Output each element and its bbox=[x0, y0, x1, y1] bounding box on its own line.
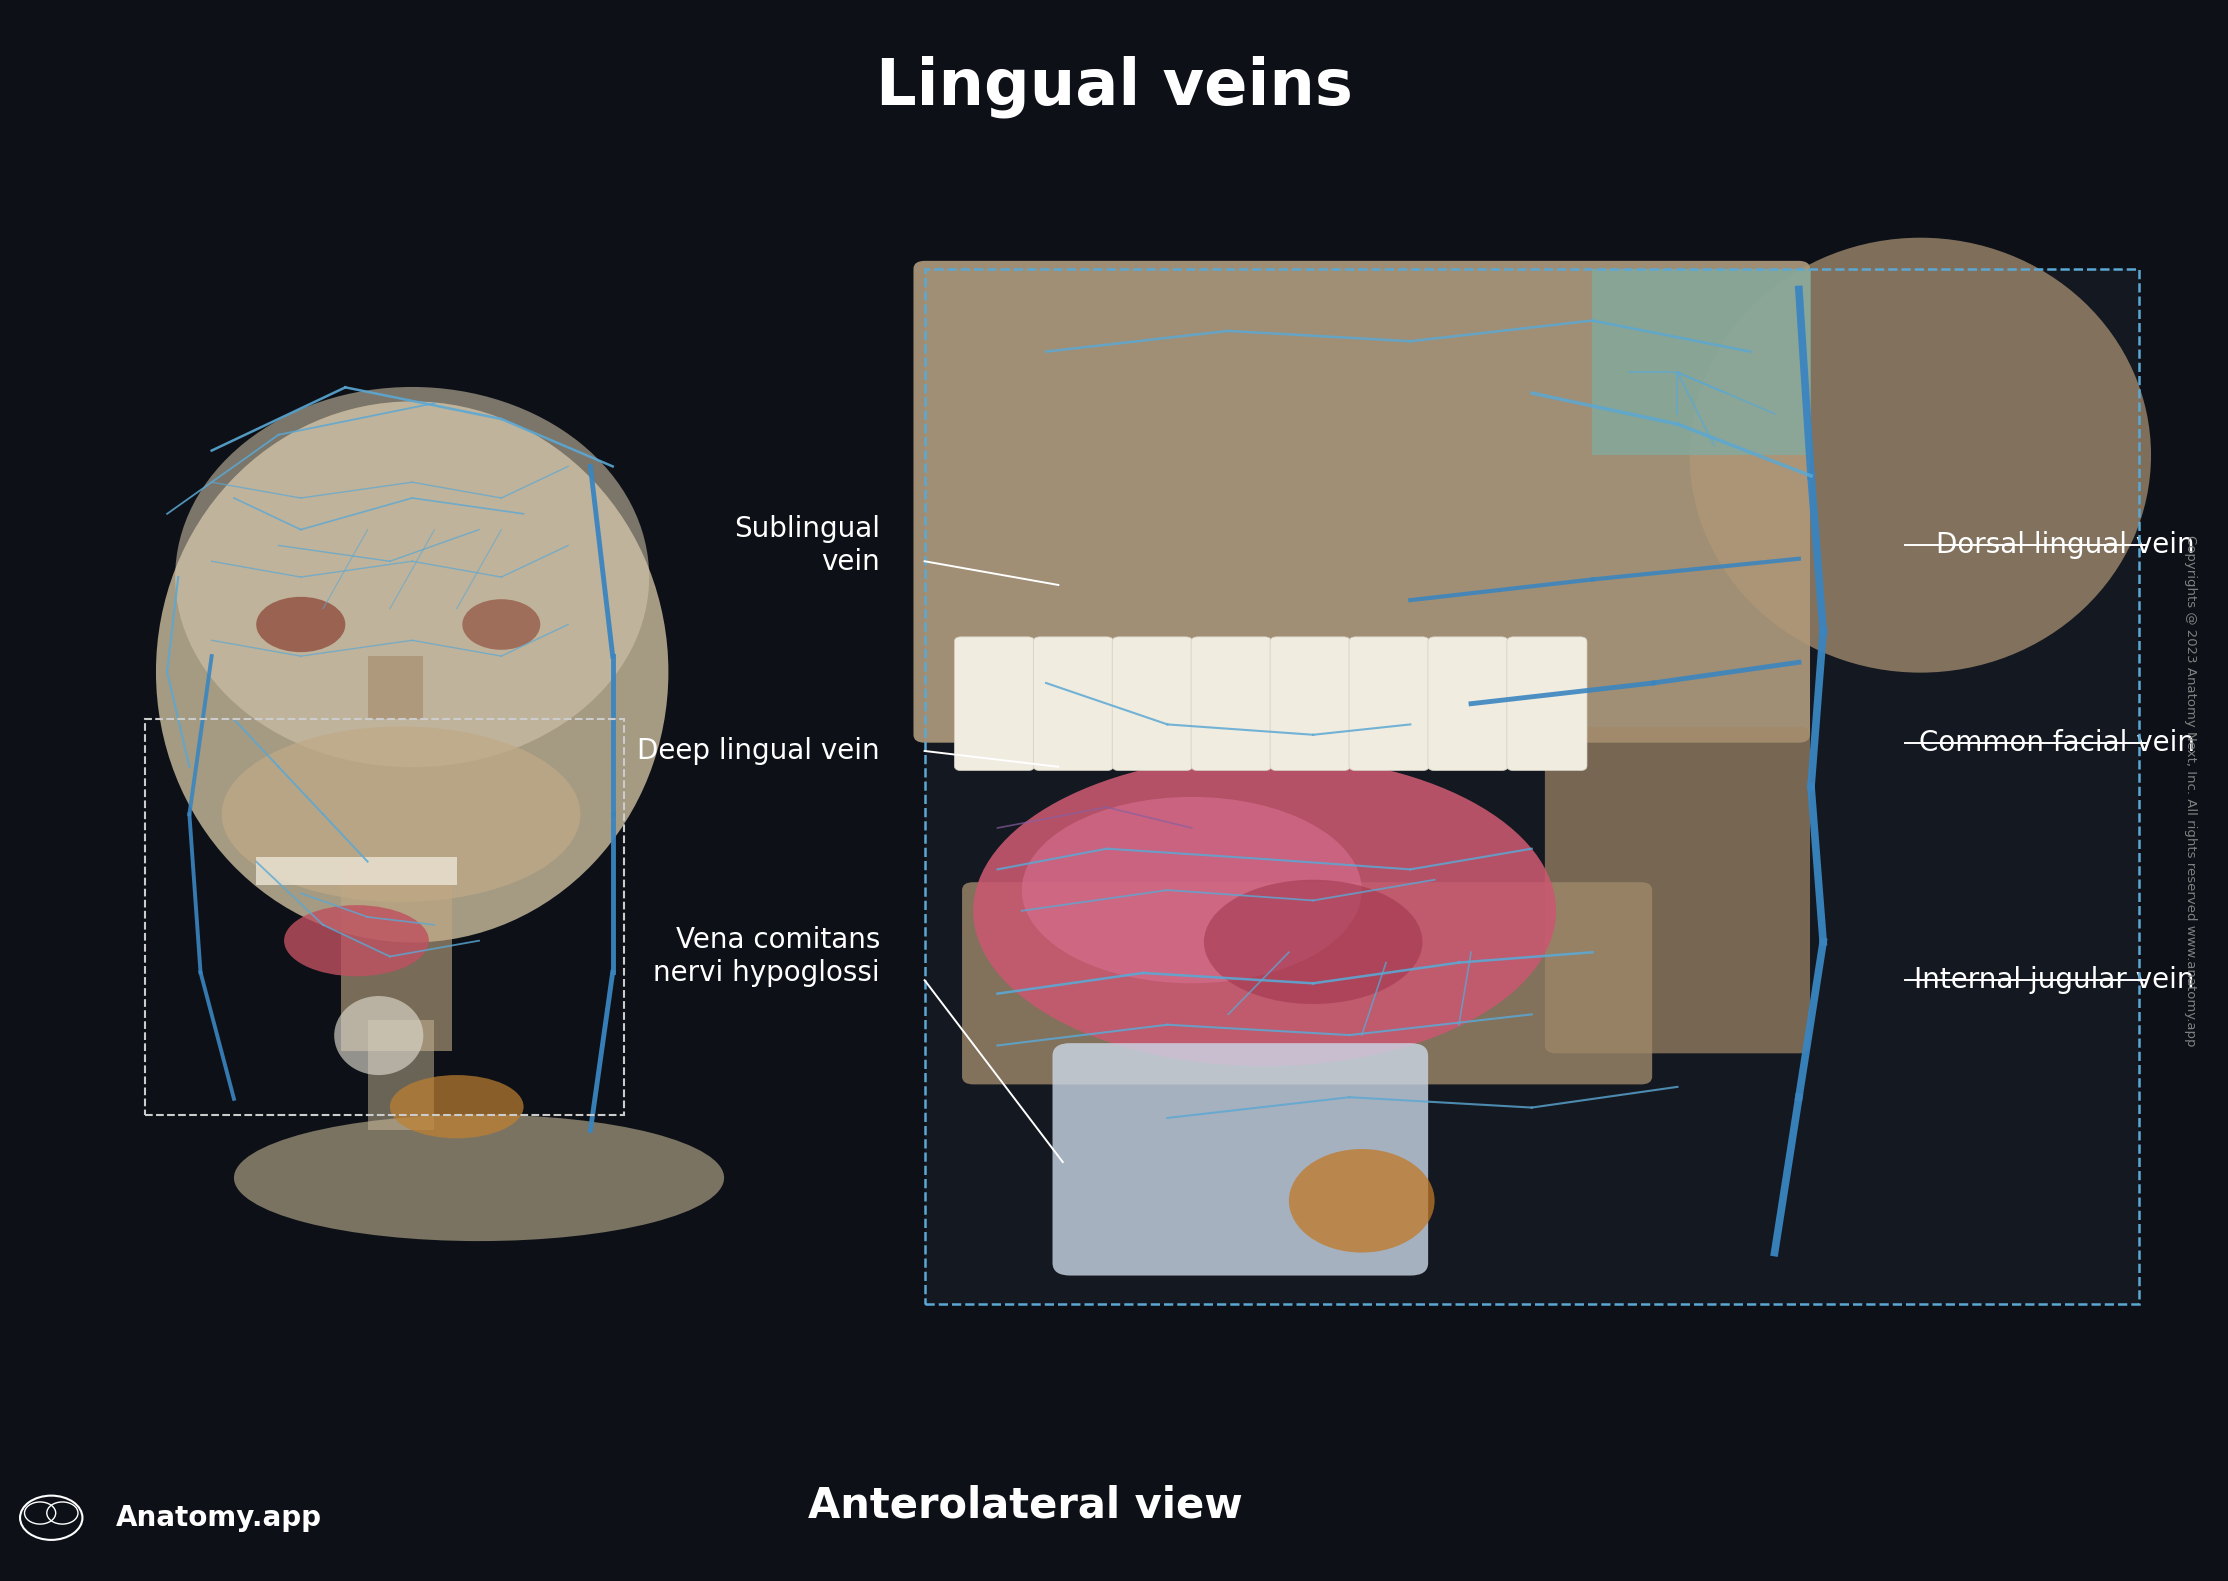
FancyBboxPatch shape bbox=[1112, 637, 1192, 770]
Text: Dorsal lingual vein: Dorsal lingual vein bbox=[1936, 531, 2195, 560]
FancyBboxPatch shape bbox=[1192, 637, 1272, 770]
Text: Common facial vein: Common facial vein bbox=[1918, 729, 2195, 757]
Ellipse shape bbox=[176, 387, 648, 767]
Bar bbox=[145, 719, 624, 1115]
FancyBboxPatch shape bbox=[1034, 637, 1114, 770]
Bar bbox=[1593, 269, 1811, 455]
Ellipse shape bbox=[390, 1075, 524, 1138]
FancyBboxPatch shape bbox=[954, 637, 1034, 770]
Ellipse shape bbox=[221, 726, 579, 901]
Bar bbox=[256, 857, 457, 885]
Ellipse shape bbox=[234, 1115, 724, 1241]
Text: Anterolateral view: Anterolateral view bbox=[807, 1485, 1243, 1526]
FancyBboxPatch shape bbox=[913, 261, 1809, 743]
Ellipse shape bbox=[256, 596, 345, 651]
Bar bbox=[925, 269, 2139, 1304]
FancyBboxPatch shape bbox=[1052, 1043, 1428, 1276]
Ellipse shape bbox=[974, 756, 1555, 1066]
Ellipse shape bbox=[1288, 1149, 1435, 1252]
FancyBboxPatch shape bbox=[1506, 637, 1586, 770]
Bar bbox=[368, 656, 423, 719]
Ellipse shape bbox=[1689, 237, 2150, 672]
Text: Internal jugular vein: Internal jugular vein bbox=[1914, 966, 2195, 994]
Ellipse shape bbox=[1023, 797, 1361, 983]
Ellipse shape bbox=[156, 402, 668, 942]
Ellipse shape bbox=[463, 599, 539, 650]
FancyBboxPatch shape bbox=[1544, 727, 1809, 1053]
Text: Anatomy.app: Anatomy.app bbox=[116, 1504, 321, 1532]
Text: Copyrights @ 2023 Anatomy Next, Inc. All rights reserved www.anatomy.app: Copyrights @ 2023 Anatomy Next, Inc. All… bbox=[2183, 534, 2197, 1047]
Text: Vena comitans
nervi hypoglossi: Vena comitans nervi hypoglossi bbox=[653, 926, 880, 987]
Bar bbox=[925, 269, 2139, 1304]
FancyBboxPatch shape bbox=[1348, 637, 1428, 770]
Bar bbox=[368, 1020, 434, 1130]
Text: Lingual veins: Lingual veins bbox=[876, 55, 1352, 119]
FancyBboxPatch shape bbox=[1270, 637, 1350, 770]
FancyBboxPatch shape bbox=[962, 882, 1653, 1085]
Ellipse shape bbox=[334, 996, 423, 1075]
Text: Deep lingual vein: Deep lingual vein bbox=[637, 737, 880, 765]
FancyBboxPatch shape bbox=[1428, 637, 1508, 770]
Bar bbox=[341, 862, 452, 1051]
Ellipse shape bbox=[283, 904, 428, 975]
Text: Sublingual
vein: Sublingual vein bbox=[733, 515, 880, 575]
Ellipse shape bbox=[1203, 879, 1421, 1004]
